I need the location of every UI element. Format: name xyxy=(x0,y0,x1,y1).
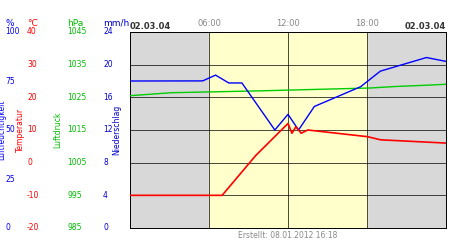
Text: Temperatur: Temperatur xyxy=(15,108,24,152)
Text: 1035: 1035 xyxy=(67,60,86,69)
Text: 1015: 1015 xyxy=(67,126,86,134)
Bar xyxy=(209,32,367,228)
Text: 02.03.04: 02.03.04 xyxy=(130,22,171,31)
Text: 20: 20 xyxy=(27,93,36,102)
Text: Erstellt: 08.01.2012 16:18: Erstellt: 08.01.2012 16:18 xyxy=(238,230,338,239)
Text: -20: -20 xyxy=(27,224,40,232)
Text: -10: -10 xyxy=(27,191,40,200)
Text: 24: 24 xyxy=(103,28,112,36)
Text: 1005: 1005 xyxy=(67,158,86,167)
Text: 985: 985 xyxy=(67,224,81,232)
Text: 20: 20 xyxy=(103,60,112,69)
Text: 12:00: 12:00 xyxy=(276,19,300,28)
Text: 0: 0 xyxy=(27,158,32,167)
Text: Luftdruck: Luftdruck xyxy=(54,112,63,148)
Text: %: % xyxy=(5,19,13,28)
Text: 12: 12 xyxy=(103,126,112,134)
Text: 16: 16 xyxy=(103,93,112,102)
Text: 4: 4 xyxy=(103,191,108,200)
Text: 06:00: 06:00 xyxy=(197,19,221,28)
Text: 995: 995 xyxy=(67,191,81,200)
Text: 40: 40 xyxy=(27,28,37,36)
Text: 0: 0 xyxy=(5,224,10,232)
Text: 02.03.04: 02.03.04 xyxy=(405,22,446,31)
Text: 100: 100 xyxy=(5,28,19,36)
Text: mm/h: mm/h xyxy=(103,19,129,28)
Text: 0: 0 xyxy=(103,224,108,232)
Text: 75: 75 xyxy=(5,76,15,86)
Text: °C: °C xyxy=(27,19,38,28)
Text: 8: 8 xyxy=(103,158,108,167)
Text: 25: 25 xyxy=(5,174,14,184)
Text: 30: 30 xyxy=(27,60,37,69)
Text: Luftfeuchtigkeit: Luftfeuchtigkeit xyxy=(0,100,6,160)
Text: 10: 10 xyxy=(27,126,36,134)
Text: hPa: hPa xyxy=(67,19,83,28)
Text: 1025: 1025 xyxy=(67,93,86,102)
Text: 1045: 1045 xyxy=(67,28,86,36)
Text: 50: 50 xyxy=(5,126,15,134)
Text: Niederschlag: Niederschlag xyxy=(112,105,122,155)
Text: 18:00: 18:00 xyxy=(355,19,379,28)
